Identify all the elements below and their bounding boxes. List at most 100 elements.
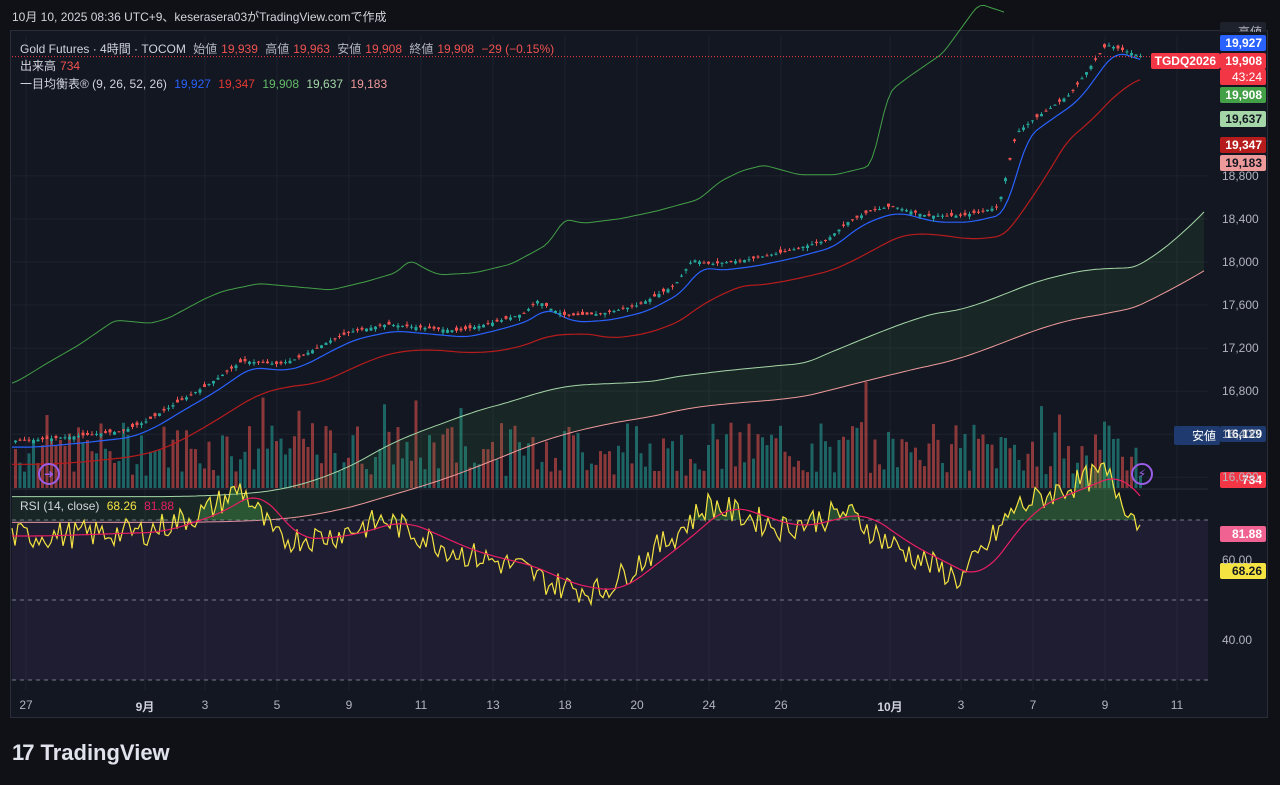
tag-low-value: 16,129 <box>1220 426 1266 442</box>
candle-body <box>324 342 328 345</box>
volume-bar <box>1103 421 1106 488</box>
volume-bar <box>725 434 728 488</box>
volume-bar <box>153 450 157 488</box>
candle-body <box>833 233 836 236</box>
volume-bar <box>117 461 121 488</box>
volume-bar <box>792 466 796 488</box>
volume-bar <box>846 439 850 488</box>
legend-ichi-tenkan: 19,927 <box>174 77 211 91</box>
volume-bar <box>311 423 314 488</box>
volume-bar <box>23 471 26 488</box>
volume-bar <box>1067 446 1070 488</box>
volume-bar <box>347 457 350 488</box>
candle-body <box>545 302 548 307</box>
candle-body <box>108 429 112 433</box>
candle-body <box>1134 54 1138 56</box>
volume-bar <box>446 428 449 488</box>
candle-body <box>176 399 179 403</box>
volume-bar <box>729 422 733 488</box>
volume-bar <box>833 472 836 488</box>
volume-bar <box>320 463 323 488</box>
volume-bar <box>576 433 580 488</box>
volume-bar <box>45 415 49 488</box>
legend-rsi-value: 68.26 <box>106 499 137 513</box>
candle-body <box>869 210 872 212</box>
candle-body <box>387 321 391 325</box>
volume-bar <box>374 457 377 488</box>
candle-body <box>815 241 818 244</box>
candle-body <box>635 305 638 307</box>
tag-rsi: 68.26 <box>1220 563 1266 579</box>
volume-bar <box>234 471 238 488</box>
volume-bar <box>905 441 908 488</box>
volume-bar <box>405 441 409 488</box>
candle-body <box>689 262 692 264</box>
candle-body <box>599 313 602 315</box>
candle-body <box>585 312 589 315</box>
volume-bar <box>329 430 332 488</box>
candle-body <box>1053 104 1057 106</box>
volume-bar <box>135 464 139 488</box>
volume-bar <box>513 425 517 488</box>
volume-bar <box>837 439 841 488</box>
candle-body <box>1094 58 1097 60</box>
volume-bar <box>302 438 305 488</box>
candle-body <box>522 312 526 314</box>
volume-bar <box>626 423 629 488</box>
candle-body <box>657 294 661 298</box>
candle-body <box>666 289 670 293</box>
candle-body <box>837 229 841 232</box>
volume-bar <box>828 446 832 488</box>
volume-bar <box>338 471 341 488</box>
candle-body <box>216 377 220 380</box>
replay-arrow-icon[interactable]: ➜ <box>38 463 60 485</box>
candle-body <box>927 213 931 216</box>
volume-bar <box>716 439 719 488</box>
candle-body <box>972 210 976 213</box>
candle-body <box>207 384 211 386</box>
candle-body <box>243 358 247 362</box>
volume-bar <box>666 448 670 488</box>
volume-bar <box>1022 470 1025 488</box>
volume-bar <box>383 404 386 488</box>
time-axis-label: 9 <box>345 698 353 712</box>
rsi-ma-line <box>12 478 1141 590</box>
volume-bar <box>266 448 269 488</box>
tag-high-label: 高値 <box>1220 22 1266 32</box>
chart-frame[interactable] <box>10 30 1268 718</box>
candle-body <box>347 331 350 333</box>
volume-bar <box>1044 474 1048 488</box>
candle-body <box>126 428 130 432</box>
candle-body <box>549 308 553 311</box>
volume-bar <box>432 442 436 488</box>
volume-bar <box>414 400 418 488</box>
candle-body <box>644 301 647 304</box>
volume-bar <box>680 434 683 488</box>
volume-bar <box>419 457 422 488</box>
volume-bar <box>509 429 512 488</box>
volume-bar <box>171 439 175 488</box>
volume-bar <box>1107 425 1111 488</box>
volume-bar <box>819 423 823 488</box>
candle-body <box>455 327 458 331</box>
volume-bar <box>815 471 818 488</box>
legend-close-label: 終値 <box>409 42 434 56</box>
volume-bar <box>639 453 643 488</box>
candle-body <box>329 340 332 343</box>
candle-body <box>99 433 103 437</box>
volume-bar <box>558 470 562 488</box>
candle-body <box>576 313 580 316</box>
candle-body <box>401 325 404 327</box>
volume-bar <box>1062 458 1066 488</box>
candle-body <box>59 437 62 439</box>
candle-body <box>729 260 733 262</box>
volume-bar <box>621 452 625 488</box>
lightning-alert-icon[interactable]: ⚡ <box>1131 463 1153 485</box>
volume-bar <box>455 462 458 488</box>
legend-ichi-spanA: 19,637 <box>306 77 344 91</box>
time-axis-label: 18 <box>558 698 572 712</box>
volume-bar <box>531 437 535 488</box>
candle-body <box>1058 99 1061 102</box>
volume-bar <box>887 431 890 488</box>
